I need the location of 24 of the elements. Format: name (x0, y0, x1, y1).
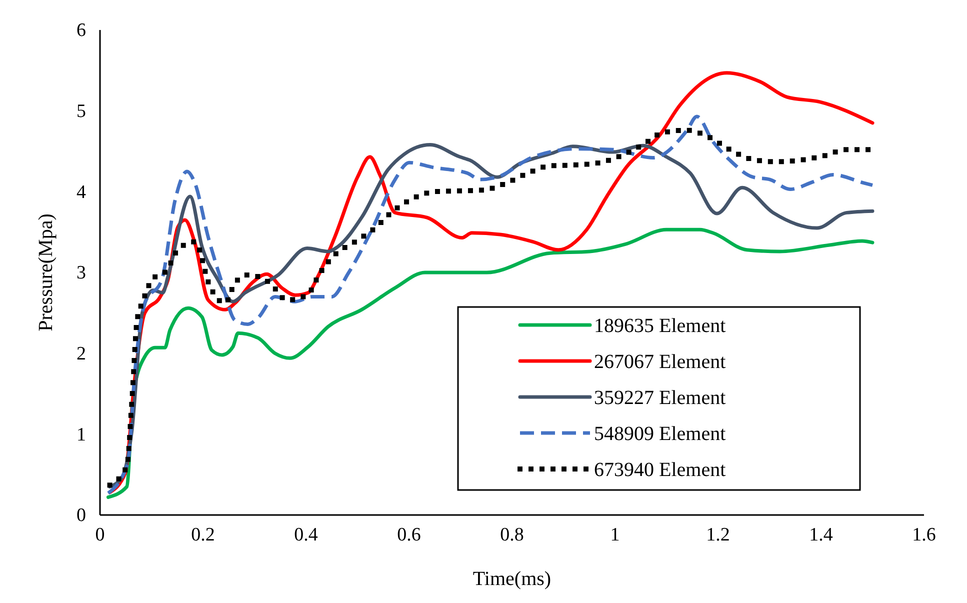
legend-label: 548909 Element (594, 423, 726, 445)
x-tick-label: 1.6 (912, 524, 936, 546)
y-tick-label: 5 (76, 100, 86, 122)
y-tick-label: 1 (76, 424, 86, 446)
y-tick-label: 0 (76, 505, 86, 526)
x-tick-label: 0.4 (294, 524, 318, 546)
y-tick-label: 3 (76, 262, 86, 284)
x-tick-label: 0 (95, 524, 105, 546)
y-tick-label: 4 (76, 182, 86, 203)
y-axis-title: Pressure(Mpa) (35, 214, 57, 332)
x-tick-label: 0.8 (500, 524, 524, 546)
x-tick-label: 0.6 (397, 524, 421, 546)
x-tick-label: 1 (610, 524, 620, 546)
legend-label: 267067 Element (594, 351, 726, 373)
legend-label: 359227 Element (594, 387, 726, 409)
legend-label: 189635 Element (594, 315, 726, 337)
y-tick-label: 2 (76, 343, 86, 364)
line-series (106, 228, 874, 499)
legend-label: 673940 Element (594, 459, 726, 481)
x-tick-label: 0.2 (191, 524, 215, 546)
x-tick-label: 1.4 (809, 524, 834, 546)
y-tick-label: 6 (76, 20, 86, 42)
x-axis-title: Time(ms) (472, 568, 552, 590)
x-tick-label: 1.2 (706, 524, 730, 546)
